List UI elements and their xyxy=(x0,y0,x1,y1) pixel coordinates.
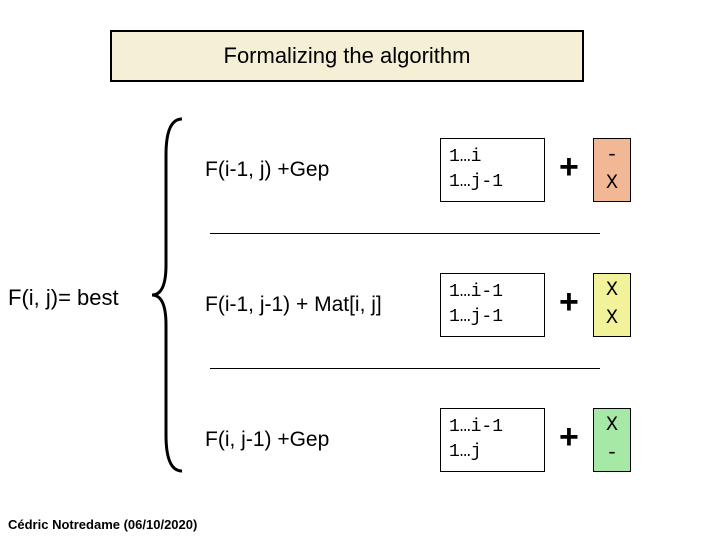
brace-icon xyxy=(148,115,188,475)
column-box: X - xyxy=(593,408,631,472)
plus-icon: + xyxy=(545,421,593,459)
footer-credit: Cédric Notredame (06/10/2020) xyxy=(8,517,197,532)
column-box: X X xyxy=(593,273,631,337)
col-char: - xyxy=(606,440,618,468)
alignment-box: 1…i-1 1…j-1 xyxy=(440,273,545,337)
align-line: 1…i-1 xyxy=(449,415,536,440)
case-row: F(i-1, j) +Gep 1…i 1…j-1 + - X xyxy=(205,135,631,205)
col-char: X xyxy=(606,170,618,198)
column-box: - X xyxy=(593,138,631,202)
formula-text: F(i-1, j-1) + Mat[i, j] xyxy=(205,293,440,317)
align-line: 1…i xyxy=(449,145,536,170)
col-char: X xyxy=(606,412,618,440)
align-line: 1…j xyxy=(449,440,536,465)
align-line: 1…j-1 xyxy=(449,170,536,195)
case-row: F(i-1, j-1) + Mat[i, j] 1…i-1 1…j-1 + X … xyxy=(205,270,631,340)
divider xyxy=(210,233,600,234)
plus-icon: + xyxy=(545,151,593,189)
formula-text: F(i-1, j) +Gep xyxy=(205,158,440,182)
title-text: Formalizing the algorithm xyxy=(224,43,471,69)
align-line: 1…i-1 xyxy=(449,280,536,305)
alignment-box: 1…i-1 1…j xyxy=(440,408,545,472)
align-line: 1…j-1 xyxy=(449,305,536,330)
divider xyxy=(210,368,600,369)
plus-icon: + xyxy=(545,286,593,324)
col-char: - xyxy=(606,142,618,170)
formula-text: F(i, j-1) +Gep xyxy=(205,428,440,452)
alignment-box: 1…i 1…j-1 xyxy=(440,138,545,202)
lhs-label: F(i, j)= best xyxy=(8,285,119,311)
case-row: F(i, j-1) +Gep 1…i-1 1…j + X - xyxy=(205,405,631,475)
col-char: X xyxy=(606,277,618,305)
col-char: X xyxy=(606,305,618,333)
title-box: Formalizing the algorithm xyxy=(110,30,584,82)
